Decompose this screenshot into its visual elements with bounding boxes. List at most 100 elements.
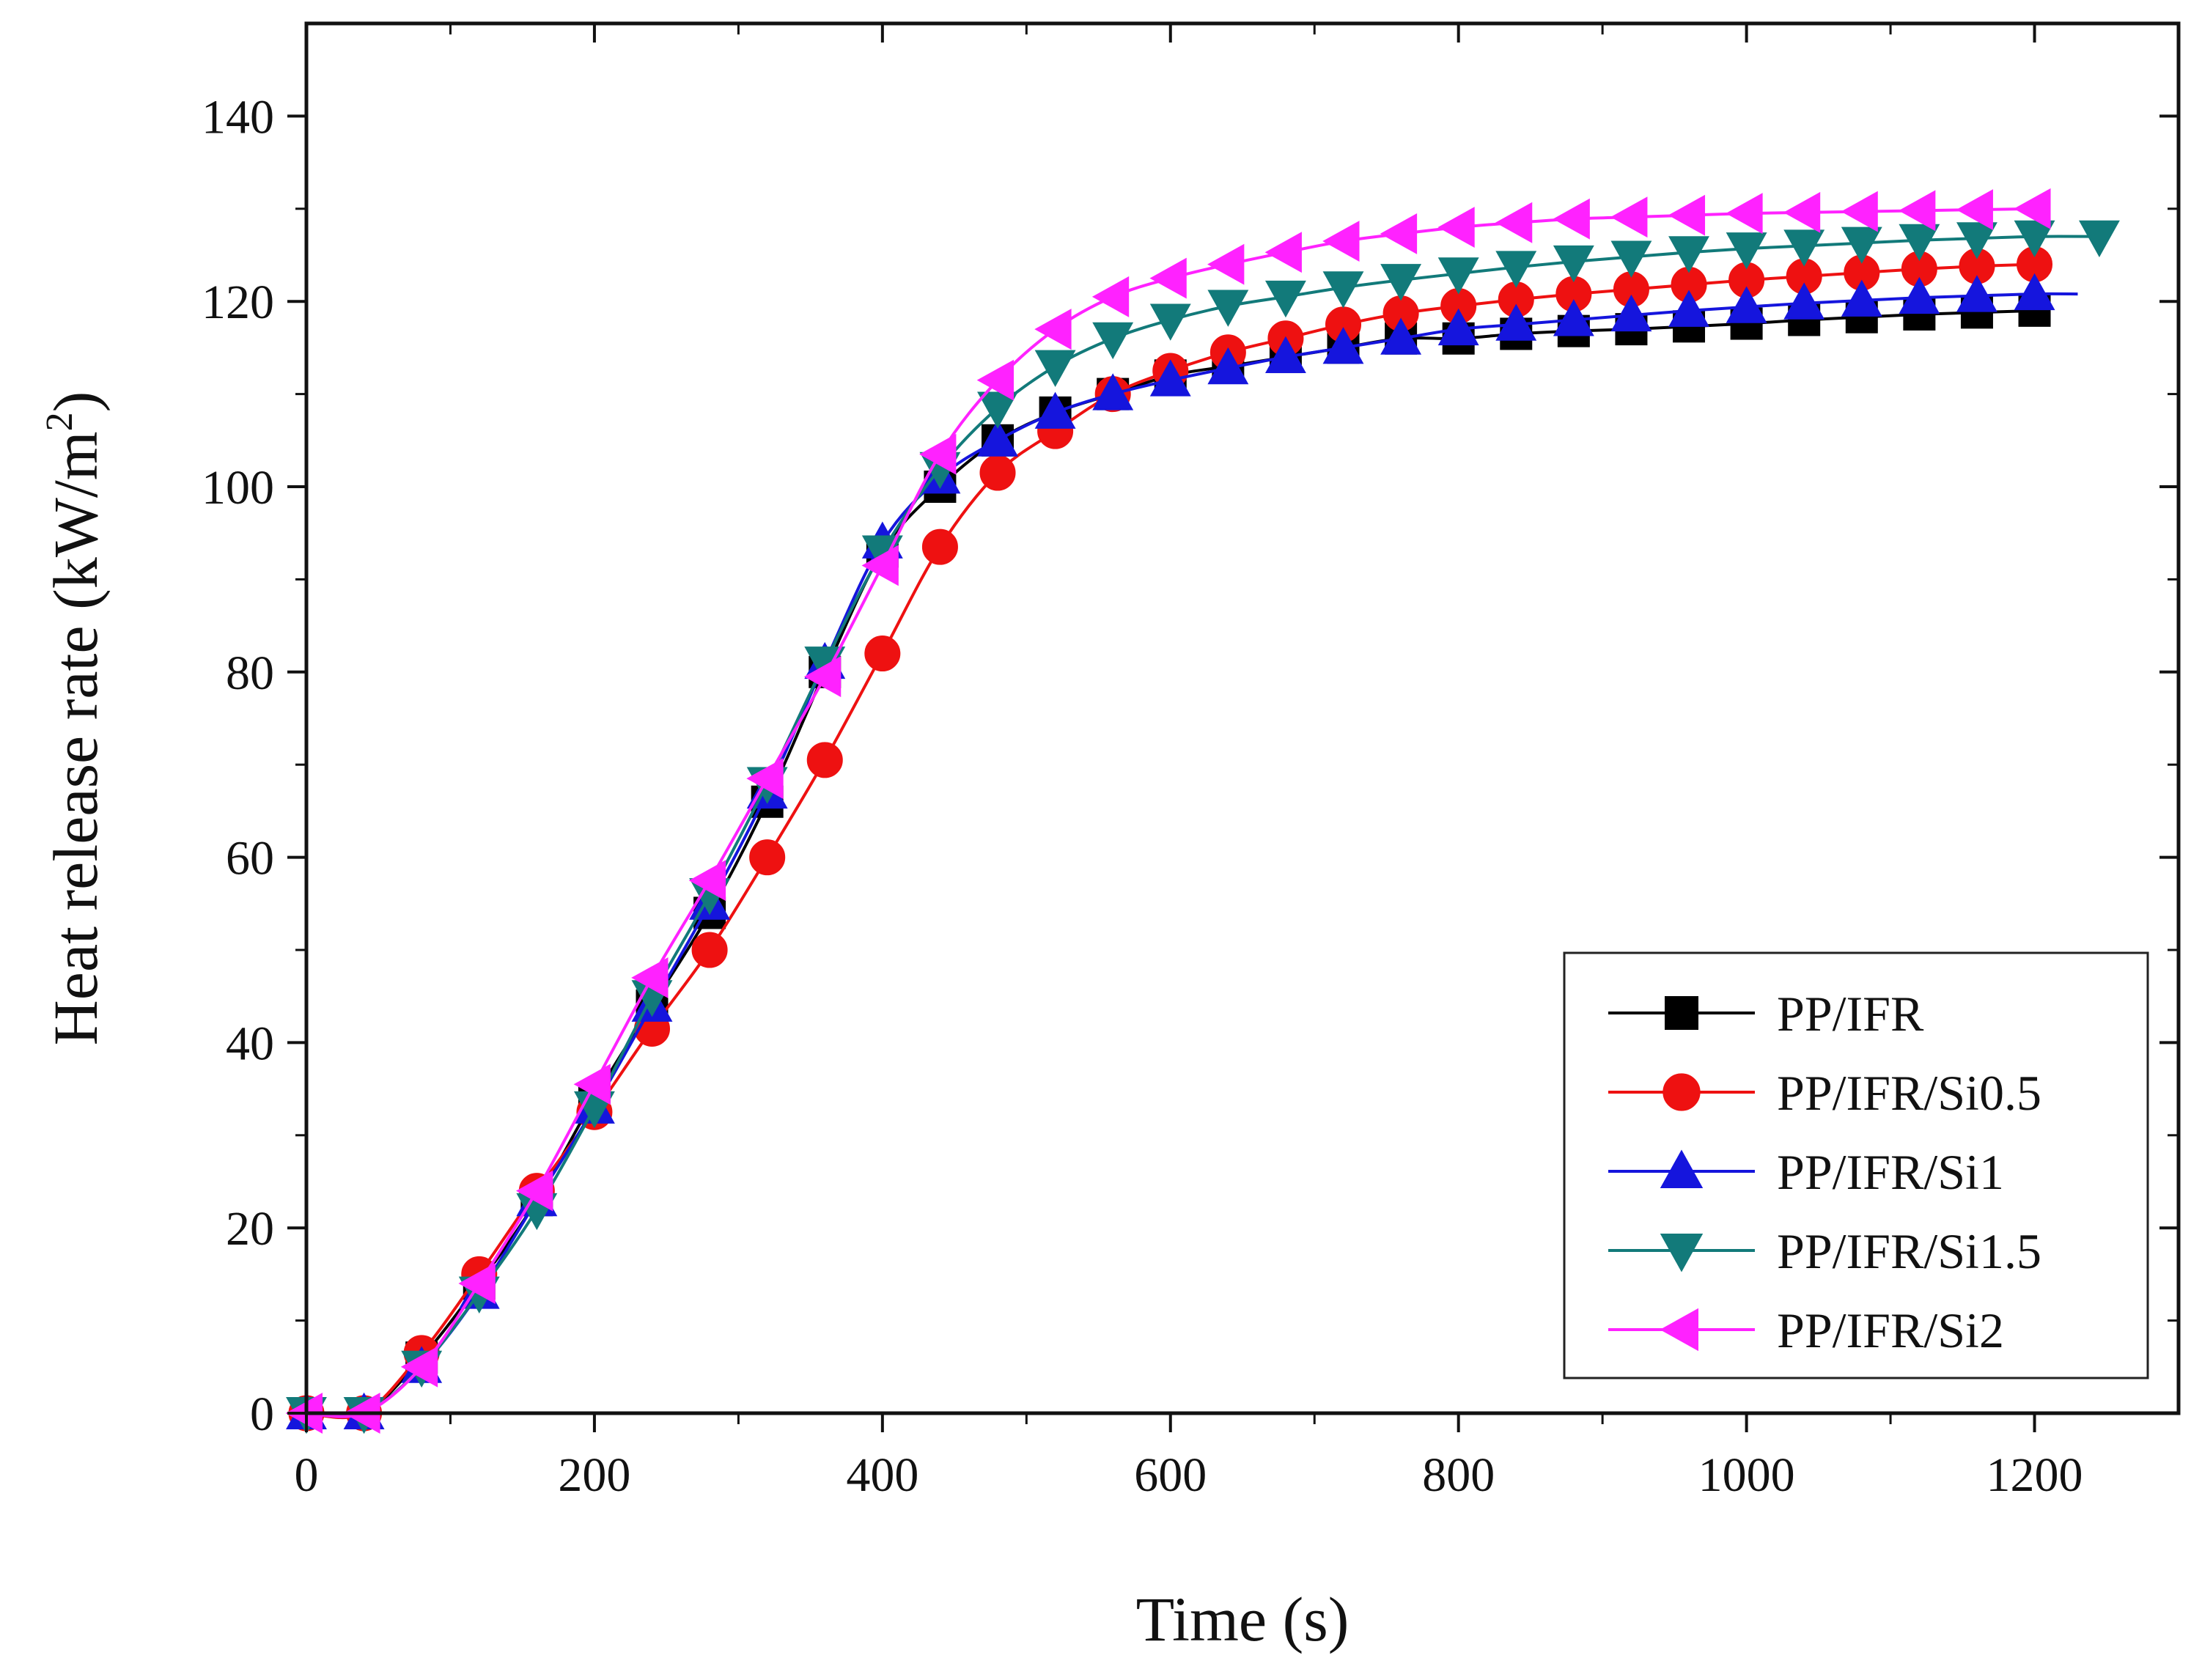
data-point-pp-ifr-si1 [977,419,1018,457]
data-point-pp-ifr-si1 [2014,273,2055,311]
y-axis-title-close: ) [40,391,111,413]
data-point-pp-ifr-si1-5 [1610,240,1652,278]
data-point-pp-ifr-si2 [1783,191,1821,233]
data-point-pp-ifr-si1 [1726,286,1767,323]
data-point-pp-ifr-si1 [1322,327,1364,364]
data-point-pp-ifr-si1-5 [1207,290,1249,327]
data-point-pp-ifr-si0-5 [749,839,786,876]
y-tick-label: 40 [226,1017,274,1070]
data-point-pp-ifr-si1-5 [1495,251,1537,288]
legend-entry-pp-ifr-si1: PP/IFR/Si1 [1608,1144,2004,1200]
data-point-pp-ifr-si1-5 [1437,257,1479,295]
data-point-pp-ifr-si1 [1092,373,1134,410]
data-point-pp-ifr-si1-5 [1322,271,1364,309]
series-layer [285,188,2120,1434]
y-tick-label: 100 [202,461,274,515]
data-point-pp-ifr-si2 [919,433,957,475]
y-tick-label: 120 [202,276,274,329]
y-axis-title-superscript: 2 [39,412,81,431]
legend-entry-pp-ifr-si1-5: PP/IFR/Si1.5 [1608,1223,2041,1279]
data-point-pp-ifr-si1 [1956,275,1997,312]
data-point-pp-ifr-si1-5 [1783,229,1825,267]
data-point-pp-ifr-si2 [803,656,842,698]
legend-label-pp-ifr: PP/IFR [1777,986,1924,1042]
data-point-pp-ifr-si1-5 [1264,280,1306,318]
data-point-pp-ifr-si2 [1610,196,1648,238]
data-point-pp-ifr-si2 [573,1064,611,1105]
data-point-pp-ifr-si0-5 [691,932,728,968]
legend-marker-pp-ifr-si0-5 [1662,1073,1701,1111]
x-tick-label: 400 [846,1448,918,1502]
data-point-pp-ifr-si2 [1726,193,1763,235]
x-axis-title: Time (s) [1136,1584,1349,1654]
legend-marker-pp-ifr-si1 [1660,1149,1704,1188]
data-point-pp-ifr-si1-5 [1668,236,1709,273]
legend-label-pp-ifr-si2: PP/IFR/Si2 [1777,1303,2004,1358]
legend-marker-pp-ifr-si1-5 [1660,1234,1704,1272]
legend-label-pp-ifr-si1-5: PP/IFR/Si1.5 [1777,1223,2041,1279]
data-point-pp-ifr-si2 [2014,188,2051,229]
data-point-pp-ifr-si2 [1553,198,1590,240]
x-tick-label: 200 [558,1448,630,1502]
x-tick-label: 600 [1134,1448,1207,1502]
data-point-pp-ifr-si2 [976,359,1015,401]
x-tick-label: 1000 [1698,1448,1795,1502]
data-point-pp-ifr-si1-5 [1149,303,1191,341]
data-point-pp-ifr-si1-5 [977,391,1018,429]
data-point-pp-ifr-si2 [1437,207,1475,248]
data-point-pp-ifr-si2 [688,860,726,902]
data-point-pp-ifr-si1-5 [1956,222,1997,259]
data-point-pp-ifr-si1 [1610,294,1652,332]
data-point-pp-ifr-si2 [400,1346,438,1388]
y-axis-title: Heat release rate (kW/m2) [39,391,111,1046]
data-point-pp-ifr-si0-5 [806,742,843,778]
data-point-pp-ifr-si1 [1495,303,1537,341]
data-point-pp-ifr-si2 [746,758,784,800]
legend: PP/IFR PP/IFR/Si0.5 PP/IFR/Si1 PP/IFR/Si1.5… [1563,951,2149,1379]
data-point-pp-ifr-si1 [1149,359,1191,397]
legend-marker-pp-ifr-si2 [1660,1308,1698,1352]
data-point-pp-ifr-si2 [1207,243,1245,285]
data-point-pp-ifr-si1-5 [1899,224,1940,262]
data-point-pp-ifr-si1 [1553,299,1594,336]
y-axis-title-main: Heat release rate (kW/m [40,431,111,1045]
data-point-pp-ifr-si1-5 [1553,245,1594,283]
tick-layer: 0 200 400 600 800 1000 1200 0 20 40 60 80 100 120 140 [202,23,2179,1502]
y-tick-label: 0 [250,1388,274,1441]
data-point-pp-ifr-si2 [1380,213,1418,254]
data-point-pp-ifr-si2 [1841,191,1878,232]
data-point-pp-ifr-si1-5 [1726,232,1767,270]
data-point-pp-ifr-si1-5 [1034,350,1076,387]
data-point-pp-ifr-si1 [1899,276,1940,314]
data-point-pp-ifr-si1-5 [1380,264,1422,301]
data-point-pp-ifr-si0-5 [864,635,901,672]
legend-label-pp-ifr-si1: PP/IFR/Si1 [1777,1144,2004,1200]
data-point-pp-ifr-si1 [1264,336,1306,374]
series-pp-ifr-si2 [285,188,2051,1434]
data-point-pp-ifr-si1-5 [2078,220,2120,258]
legend-box [1563,951,2149,1379]
legend-marker-pp-ifr [1665,996,1698,1030]
plot-frame [304,21,2181,1415]
data-point-pp-ifr-si2 [1956,189,1993,231]
data-point-pp-ifr-si2 [631,957,669,998]
legend-entry-pp-ifr: PP/IFR [1608,986,1924,1042]
data-point-pp-ifr-si2 [1091,276,1130,317]
x-tick-label: 1200 [1986,1448,2083,1502]
x-tick-label: 0 [295,1448,319,1502]
data-point-pp-ifr-si1-5 [1841,226,1882,264]
data-point-pp-ifr-si0-5 [979,454,1016,491]
x-tick-label: 800 [1422,1448,1495,1502]
data-point-pp-ifr-si1-5 [2014,220,2055,258]
legend-entry-pp-ifr-si0-5: PP/IFR/Si0.5 [1608,1065,2041,1121]
data-point-pp-ifr-si1 [1034,391,1076,429]
data-point-pp-ifr-si1 [1668,290,1709,327]
data-point-pp-ifr-si2 [1322,221,1360,262]
data-point-pp-ifr-si1-5 [1092,322,1134,360]
legend-label-pp-ifr-si0-5: PP/IFR/Si0.5 [1777,1065,2041,1121]
y-tick-label: 60 [226,832,274,885]
legend-entry-pp-ifr-si2: PP/IFR/Si2 [1608,1303,2004,1358]
data-point-pp-ifr-si1 [1207,347,1249,385]
data-point-pp-ifr-si2 [516,1170,553,1212]
data-point-pp-ifr-si2 [1668,194,1706,236]
